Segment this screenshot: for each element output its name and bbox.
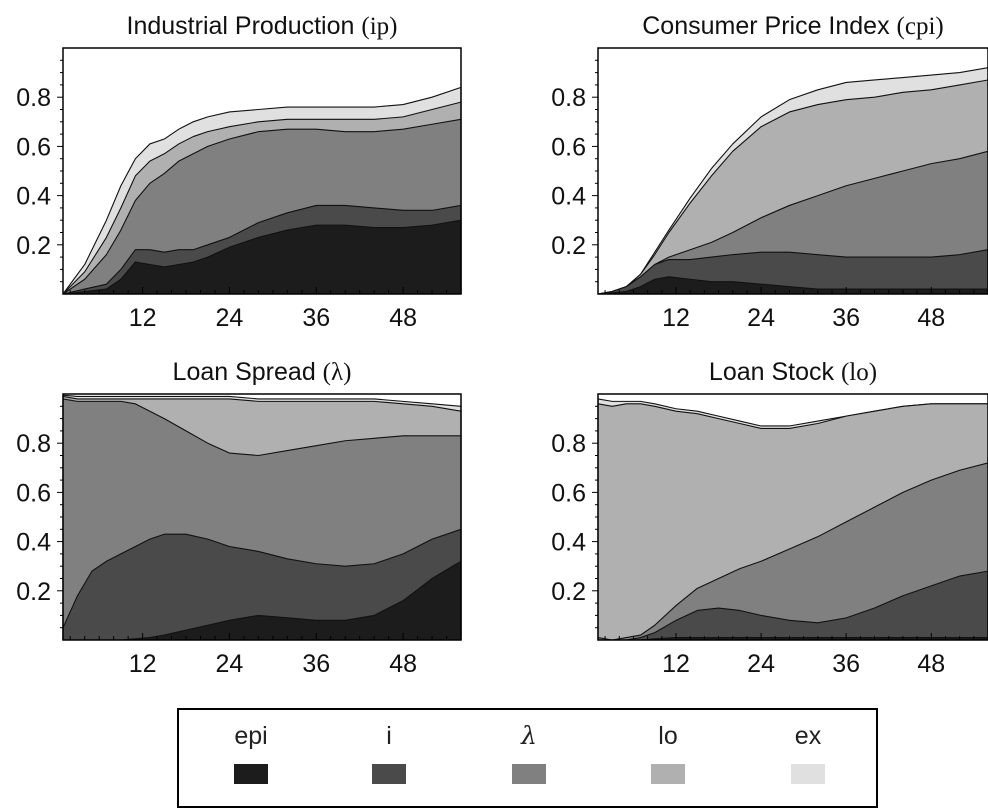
x-tick-label: 48 (389, 304, 417, 332)
x-tick-label: 12 (129, 650, 157, 678)
y-tick-label: 0.6 (16, 133, 51, 161)
chart-title: Loan Spread (λ) (173, 358, 352, 386)
y-tick-label: 0.2 (16, 578, 51, 606)
y-tick-label: 0.6 (551, 479, 586, 507)
legend-item-lambda: λ (489, 720, 569, 784)
legend-swatch (512, 764, 546, 784)
x-tick-label: 12 (129, 304, 157, 332)
area-epi (597, 276, 988, 295)
legend-swatch (791, 764, 825, 784)
chart-panel-1: 12 24 36 48 0.2 0.4 0.6 0.8 Industrial Productio… (16, 12, 462, 332)
y-tick-label: 0.4 (551, 529, 586, 557)
x-tick-label: 24 (216, 650, 244, 678)
y-tick-label: 0.8 (16, 84, 51, 112)
chart-title: Loan Stock (lo) (709, 358, 877, 386)
x-tick-label: 24 (747, 304, 775, 332)
legend-item-ex: ex (768, 720, 848, 784)
chart-panel-4: 12 24 36 48 0.2 0.4 0.6 0.8 Loan Stock (lo) (551, 358, 988, 678)
y-tick-label: 0.2 (551, 232, 586, 260)
x-tick-label: 36 (832, 650, 860, 678)
y-tick-label: 0.4 (16, 529, 51, 557)
legend-swatch (651, 764, 685, 784)
y-tick-label: 0.8 (551, 84, 586, 112)
legend-item-lo: lo (628, 720, 708, 784)
area-i (597, 570, 988, 641)
legend: epi i λ lo ex (177, 708, 878, 808)
x-tick-label: 24 (747, 650, 775, 678)
legend-label: λ (521, 721, 537, 750)
chart-panel-3: 12 24 36 48 0.2 0.4 0.6 0.8 Loan Spread (λ) (16, 358, 462, 678)
x-tick-label: 48 (917, 304, 945, 332)
x-tick-label: 48 (389, 650, 417, 678)
figure: 12 24 36 48 0.2 0.4 0.6 0.8 Industrial Productio… (16, 12, 988, 678)
y-tick-label: 0.8 (551, 430, 586, 458)
area-epi (62, 219, 462, 295)
legend-item-epi: epi (211, 720, 291, 784)
x-tick-label: 12 (662, 304, 690, 332)
area-λ (597, 462, 988, 641)
legend-label: i (386, 722, 392, 750)
legend-label: epi (234, 722, 268, 750)
chart-title: Industrial Production (ip) (127, 12, 398, 40)
legend-swatch (234, 764, 268, 784)
y-tick-label: 0.6 (16, 479, 51, 507)
legend-label: ex (794, 722, 822, 750)
y-tick-label: 0.4 (16, 183, 51, 211)
x-tick-label: 48 (917, 650, 945, 678)
y-tick-label: 0.4 (551, 183, 586, 211)
x-tick-label: 24 (216, 304, 244, 332)
x-tick-label: 36 (302, 650, 330, 678)
y-tick-label: 0.2 (551, 578, 586, 606)
x-tick-label: 12 (662, 650, 690, 678)
x-tick-label: 36 (832, 304, 860, 332)
x-tick-label: 36 (302, 304, 330, 332)
chart-panel-2: 12 24 36 48 0.2 0.4 0.6 0.8 Consumer Price Index… (551, 12, 988, 332)
legend-swatch (372, 764, 406, 784)
y-tick-label: 0.2 (16, 232, 51, 260)
chart-title: Consumer Price Index (cpi) (642, 12, 943, 40)
area-i (62, 528, 462, 641)
legend-item-i: i (349, 720, 429, 784)
y-tick-label: 0.8 (16, 430, 51, 458)
y-tick-label: 0.6 (551, 133, 586, 161)
legend-label: lo (658, 722, 678, 750)
